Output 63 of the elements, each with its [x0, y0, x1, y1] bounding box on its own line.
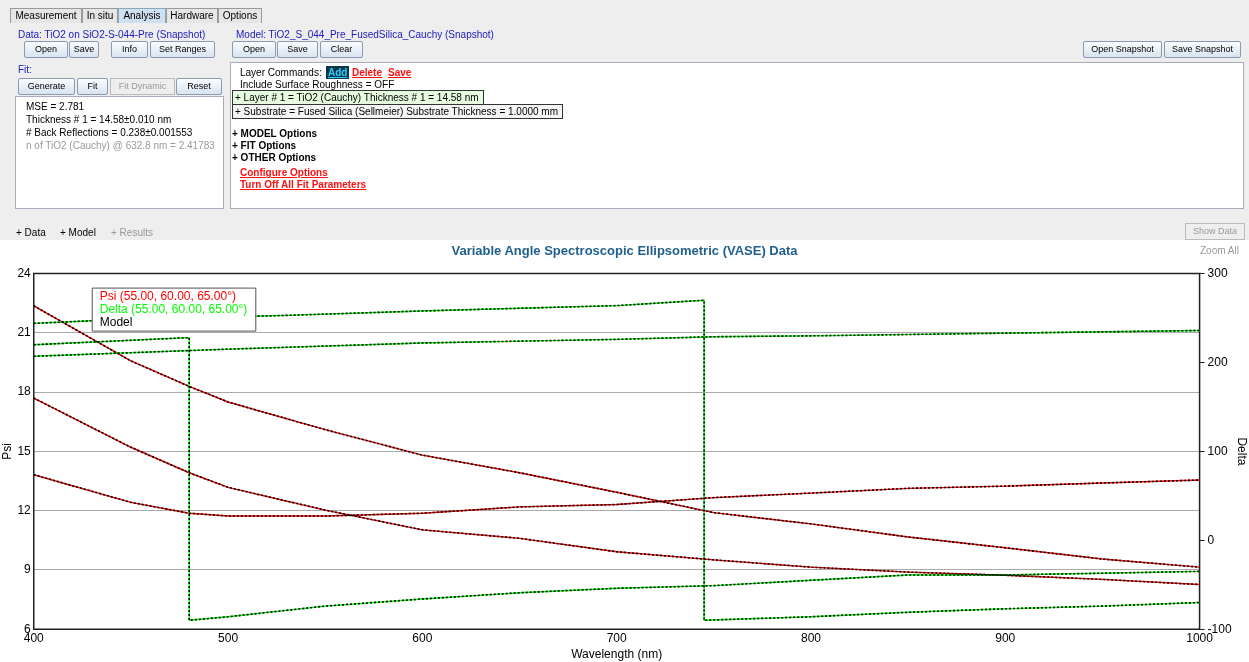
x-tick-label: 500 [218, 630, 239, 645]
text: Reset [176, 78, 222, 95]
text: + Layer # 1 = TiO2 (Cauchy) Thickness # 1 = 14.58 nm [232, 90, 484, 105]
y-tick-label: 9 [24, 562, 32, 577]
text: Save [277, 41, 318, 58]
text: Psi (55.00, 60.00, 65.00°) [99, 288, 236, 303]
text: Fit [77, 78, 108, 95]
y-tick-label: 21 [17, 325, 32, 340]
text: Clear [320, 41, 363, 58]
y2-tick-label: 0 [1207, 532, 1215, 547]
text: + Substrate = Fused Silica (Sellmeier) Substrate Thickness = 1.0000 mm [232, 104, 564, 119]
text: Measurement [10, 8, 82, 23]
y2-tick-label: 300 [1207, 265, 1228, 280]
text: Info [111, 41, 148, 58]
text: Generate [18, 78, 75, 95]
text: Hardware [166, 8, 218, 23]
x-tick-label: 700 [606, 630, 627, 645]
text: Model: TiO2_S_044_Pre_FusedSilica_Cauchy (Snapshot) [236, 28, 494, 41]
text: Add [326, 66, 350, 79]
series-label: Model [99, 314, 133, 329]
y-tick-label: 24 [17, 265, 32, 280]
text: Options [218, 8, 262, 23]
text: Open Snapshot [1083, 41, 1162, 58]
x-tick-label: 1000 [1186, 630, 1214, 645]
text: Open [24, 41, 68, 58]
y2-axis-title: Delta [1235, 437, 1249, 466]
text: Show Data [1185, 223, 1245, 240]
text: Save [69, 41, 99, 58]
chart-title: Variable Angle Spectroscopic Ellipsometric (VASE) Data [451, 243, 799, 259]
x-tick-label: 800 [800, 630, 822, 645]
text: + Results [111, 226, 153, 239]
text: + MODEL Options [232, 127, 318, 140]
text: Fit: [18, 63, 32, 76]
text: Save Snapshot [1164, 41, 1241, 58]
text: + FIT Options [232, 139, 297, 152]
y2-tick-label: 200 [1207, 354, 1228, 369]
text: Set Ranges [150, 41, 215, 58]
text: Open [232, 41, 276, 58]
text: + Data [16, 226, 46, 239]
x-tick-label: 600 [412, 630, 433, 645]
text: Delete [352, 66, 383, 79]
x-tick-label: 900 [995, 630, 1016, 645]
text: Save [388, 66, 412, 79]
text: In situ [82, 8, 118, 23]
y-axis-title: Psi [0, 443, 14, 460]
y-tick-label: 12 [17, 502, 32, 517]
text: Thickness # 1 = 14.58±0.010 nm [26, 113, 172, 126]
text: + Model [60, 226, 96, 239]
text: # Back Reflections = 0.238±0.001553 [26, 126, 193, 139]
y-tick-label: 15 [17, 443, 32, 458]
text: n of TiO2 (Cauchy) @ 632.8 nm = 2.41783 [26, 139, 215, 152]
text: Data: TiO2 on SiO2-S-044-Pre (Snapshot) [18, 28, 206, 41]
text: Fit Dynamic [110, 78, 175, 95]
x-axis-title: Wavelength (nm) [571, 647, 663, 662]
text: Layer Commands: [240, 66, 322, 79]
y2-tick-label: 100 [1207, 443, 1228, 458]
y-tick-label: 18 [17, 384, 32, 399]
text: Configure Options [240, 166, 328, 179]
text: Zoom All [1200, 244, 1239, 257]
text: Turn Off All Fit Parameters [240, 178, 367, 191]
text: Include Surface Roughness = OFF [240, 78, 395, 91]
text: MSE = 2.781 [26, 100, 85, 113]
text: + OTHER Options [232, 151, 317, 164]
